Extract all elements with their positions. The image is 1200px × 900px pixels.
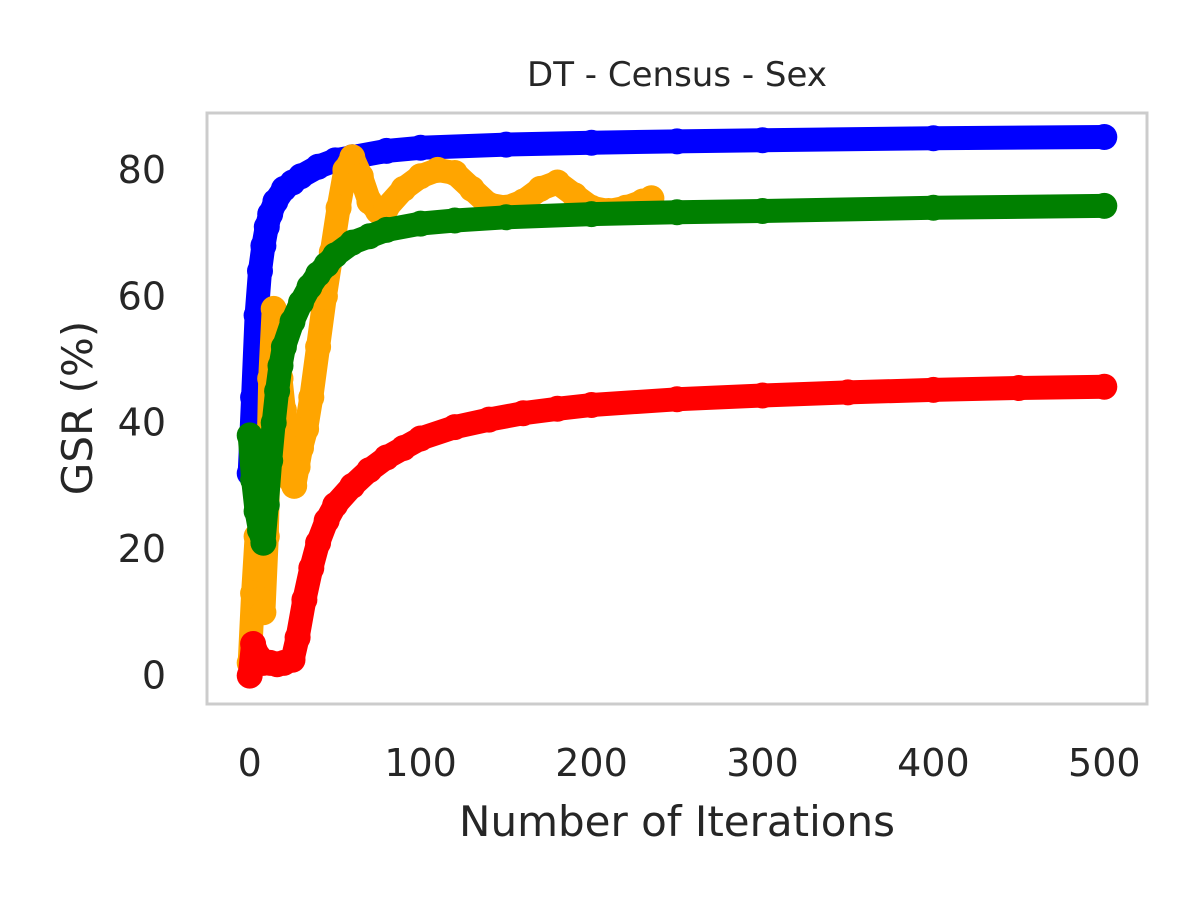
series-0-point	[664, 128, 690, 155]
series-3	[236, 373, 1118, 689]
series-2-point	[920, 194, 947, 221]
series-0-point	[578, 129, 605, 156]
series-layer	[236, 124, 1118, 689]
series-2	[236, 192, 1118, 556]
series-2-point	[240, 466, 267, 493]
series-2-point	[270, 333, 297, 360]
x-axis-label: Number of Iterations	[459, 797, 895, 846]
series-2-point	[373, 216, 400, 243]
y-tick-label: 40	[118, 401, 166, 445]
series-2-point	[407, 210, 434, 237]
x-tick-label: 200	[555, 741, 628, 785]
chart-title: DT - Census - Sex	[527, 55, 827, 95]
series-3-point	[279, 646, 306, 673]
series-2-point	[257, 447, 284, 474]
y-axis-label: GSR (%)	[53, 321, 102, 495]
series-2-point	[253, 491, 280, 518]
series-2-point	[250, 529, 277, 556]
series-3-point	[476, 406, 502, 433]
x-tick-labels: 0 100 200 300 400 500	[238, 741, 1141, 785]
series-0-point	[749, 127, 776, 154]
series-3-point	[339, 472, 366, 499]
y-tick-labels: 0 20 40 60 80	[118, 148, 166, 698]
series-1-point	[347, 163, 374, 190]
series-3-point	[1091, 373, 1118, 400]
series-2-point	[749, 198, 776, 224]
series-3-point	[544, 395, 571, 422]
series-0	[236, 124, 1118, 487]
series-2-point	[493, 204, 520, 231]
series-1-point	[298, 384, 325, 411]
series-2-point	[1091, 192, 1118, 219]
y-tick-label: 80	[118, 148, 166, 192]
series-3-point	[322, 491, 349, 518]
x-tick-label: 0	[238, 741, 262, 785]
series-3-point	[291, 586, 318, 613]
x-tick-label: 400	[897, 741, 970, 785]
series-2-point	[664, 199, 690, 226]
series-1-point	[325, 194, 352, 221]
series-0-point	[247, 258, 273, 284]
x-tick-label: 100	[384, 741, 457, 785]
series-2-point	[236, 422, 263, 449]
series-2-point	[578, 201, 605, 228]
series-3-point	[284, 624, 311, 651]
series-3-point	[510, 400, 537, 427]
series-1-point	[293, 416, 320, 442]
series-2-point	[264, 378, 291, 405]
series-3-point	[305, 529, 332, 556]
series-3-point	[834, 379, 861, 406]
series-2-point	[441, 207, 468, 234]
series-0-point	[1091, 124, 1118, 150]
series-3-point	[578, 392, 605, 418]
series-1-point	[373, 194, 400, 221]
y-tick-label: 0	[142, 654, 166, 698]
series-1-point	[250, 599, 277, 626]
y-tick-label: 20	[118, 527, 166, 571]
x-tick-label: 300	[726, 741, 799, 785]
series-3-point	[749, 382, 776, 409]
series-0-point	[373, 137, 400, 164]
series-3-point	[1005, 375, 1032, 401]
series-3-point	[407, 425, 434, 452]
series-1-point	[441, 160, 468, 186]
series-0-point	[920, 125, 947, 152]
series-1-point	[305, 333, 332, 360]
series-3-point	[920, 376, 947, 403]
y-tick-label: 60	[118, 274, 166, 318]
series-2-point	[260, 409, 287, 436]
series-1-point	[458, 175, 485, 202]
series-0-point	[493, 131, 520, 158]
series-3-point	[664, 386, 690, 413]
series-0-point	[407, 134, 434, 161]
series-3-point	[441, 414, 468, 441]
x-tick-label: 500	[1068, 741, 1141, 785]
series-3-point	[298, 555, 325, 582]
